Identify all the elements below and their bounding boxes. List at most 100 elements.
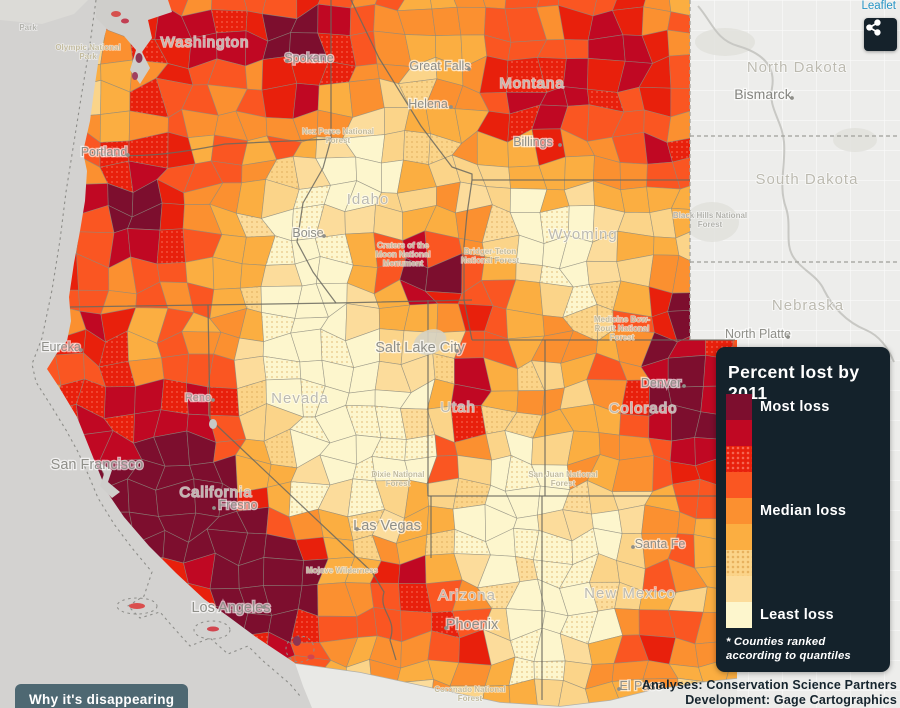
island-boundary-dashed — [193, 620, 231, 640]
city-label: Boise — [292, 226, 323, 240]
area-label: Nez Perce National Forest — [302, 127, 374, 145]
city-dot — [455, 349, 459, 353]
city-label: Great Falls — [409, 59, 470, 73]
city-dot — [790, 96, 794, 100]
city-dot — [212, 506, 216, 510]
channel-island — [129, 603, 145, 609]
legend-swatch-5 — [726, 498, 752, 524]
area-label: Medicine Bow-Routt National Forest — [594, 315, 650, 342]
city-dot — [211, 398, 215, 402]
city-label: Santa Fe — [635, 537, 686, 551]
city-label: Phoenix — [446, 617, 499, 633]
city-label: North Platte — [725, 327, 791, 341]
leaflet-attribution-link[interactable]: Leaflet — [861, 0, 896, 12]
legend-swatch-3 — [726, 446, 752, 472]
city-dot — [79, 348, 83, 352]
city-label: Billings — [513, 135, 553, 149]
channel-island — [293, 636, 301, 646]
credits: Analyses: Conservation Science Partners … — [642, 678, 897, 707]
legend-footnote: * Counties ranked according to quantiles — [726, 636, 851, 663]
channel-island — [207, 626, 219, 632]
channel-island — [307, 654, 315, 660]
area-label: Craters of the Moon National Monument — [375, 241, 430, 268]
share-button[interactable] — [864, 18, 897, 51]
city-dot — [444, 626, 448, 630]
legend-swatch-6 — [726, 524, 752, 550]
legend-swatch-2 — [726, 420, 752, 446]
legend-ramp-labels: Most loss Median loss Least loss — [760, 394, 880, 628]
city-label: Denver — [641, 376, 681, 390]
city-label: El Paso — [619, 679, 662, 693]
city-dot — [126, 153, 130, 157]
puget-sound — [96, 0, 172, 84]
city-dot — [262, 605, 266, 609]
san-francisco-bay — [98, 462, 120, 498]
city-label: Bismarck — [734, 86, 793, 102]
state-label: Montana — [499, 75, 564, 92]
city-label: Spokane — [284, 51, 333, 65]
state-label: Idaho — [347, 191, 390, 208]
why-disappearing-button[interactable]: Why it's disappearing — [15, 684, 189, 708]
state-border — [69, 299, 473, 308]
city-dot — [558, 143, 562, 147]
area-label: Coronado National Forest — [434, 685, 506, 703]
state-border — [463, 179, 473, 341]
share-nodes-icon — [866, 19, 881, 36]
city-dot — [682, 384, 686, 388]
great-salt-lake — [413, 329, 447, 355]
legend-swatch-7 — [726, 550, 752, 576]
legend-swatch-8 — [726, 576, 752, 602]
island — [132, 72, 138, 80]
legend-least-label: Least loss — [760, 607, 834, 623]
lake-tahoe — [209, 419, 217, 429]
island-boundary-dashed — [116, 597, 158, 615]
credits-analyses: Analyses: Conservation Science Partners — [641, 678, 897, 693]
state-label: Washington — [161, 34, 250, 51]
state-label: South Dakota — [756, 171, 859, 188]
city-label: Las Vegas — [353, 518, 421, 534]
city-label: Salt Lake City — [375, 340, 465, 356]
state-border — [83, 138, 332, 157]
area-label: Black Hills National Forest — [673, 211, 747, 229]
area-label: Olympic National Park — [55, 43, 120, 61]
legend-swatch-9 — [726, 602, 752, 628]
state-label: Nebraska — [772, 297, 844, 314]
city-dot — [449, 105, 453, 109]
area-label: Bridger-Teton National Forest — [461, 247, 520, 265]
area-label: San Juan National Forest — [528, 470, 597, 488]
legend-swatch-4 — [726, 472, 752, 498]
state-label: Wyoming — [548, 226, 617, 243]
legend-panel: Percent lost by 2011 Most loss Median lo… — [716, 347, 890, 672]
city-dot — [617, 687, 621, 691]
island — [121, 18, 129, 24]
city-label: Helena — [408, 97, 448, 111]
legend-swatch-1 — [726, 394, 752, 420]
city-dot — [285, 59, 289, 63]
legend-most-label: Most loss — [760, 399, 830, 415]
area-label: Dixie National Forest — [372, 470, 425, 488]
city-label: San Francisco — [51, 457, 144, 473]
state-label: California — [179, 484, 252, 501]
city-dot — [322, 234, 326, 238]
state-label: Colorado — [609, 400, 678, 417]
state-label: New Mexico — [584, 585, 676, 602]
city-label: Fresno — [219, 498, 258, 512]
state-label: Utah — [440, 399, 476, 416]
state-border — [296, 138, 337, 304]
city-label: Eureka — [41, 340, 81, 354]
state-border — [350, 0, 473, 180]
state-label: Nevada — [271, 390, 329, 407]
state-label: Arizona — [438, 587, 496, 604]
state-border — [207, 304, 397, 661]
state-label: North Dakota — [747, 59, 847, 76]
city-label: Los Angeles — [191, 600, 270, 616]
mexico-land — [295, 663, 737, 708]
credits-development: Development: Gage Cartographics — [685, 692, 897, 707]
city-dot — [355, 527, 359, 531]
area-label: Mojave Wilderness — [306, 566, 379, 575]
canada-land — [0, 0, 88, 24]
area-label: Park — [19, 23, 37, 32]
missouri-river — [697, 5, 895, 363]
